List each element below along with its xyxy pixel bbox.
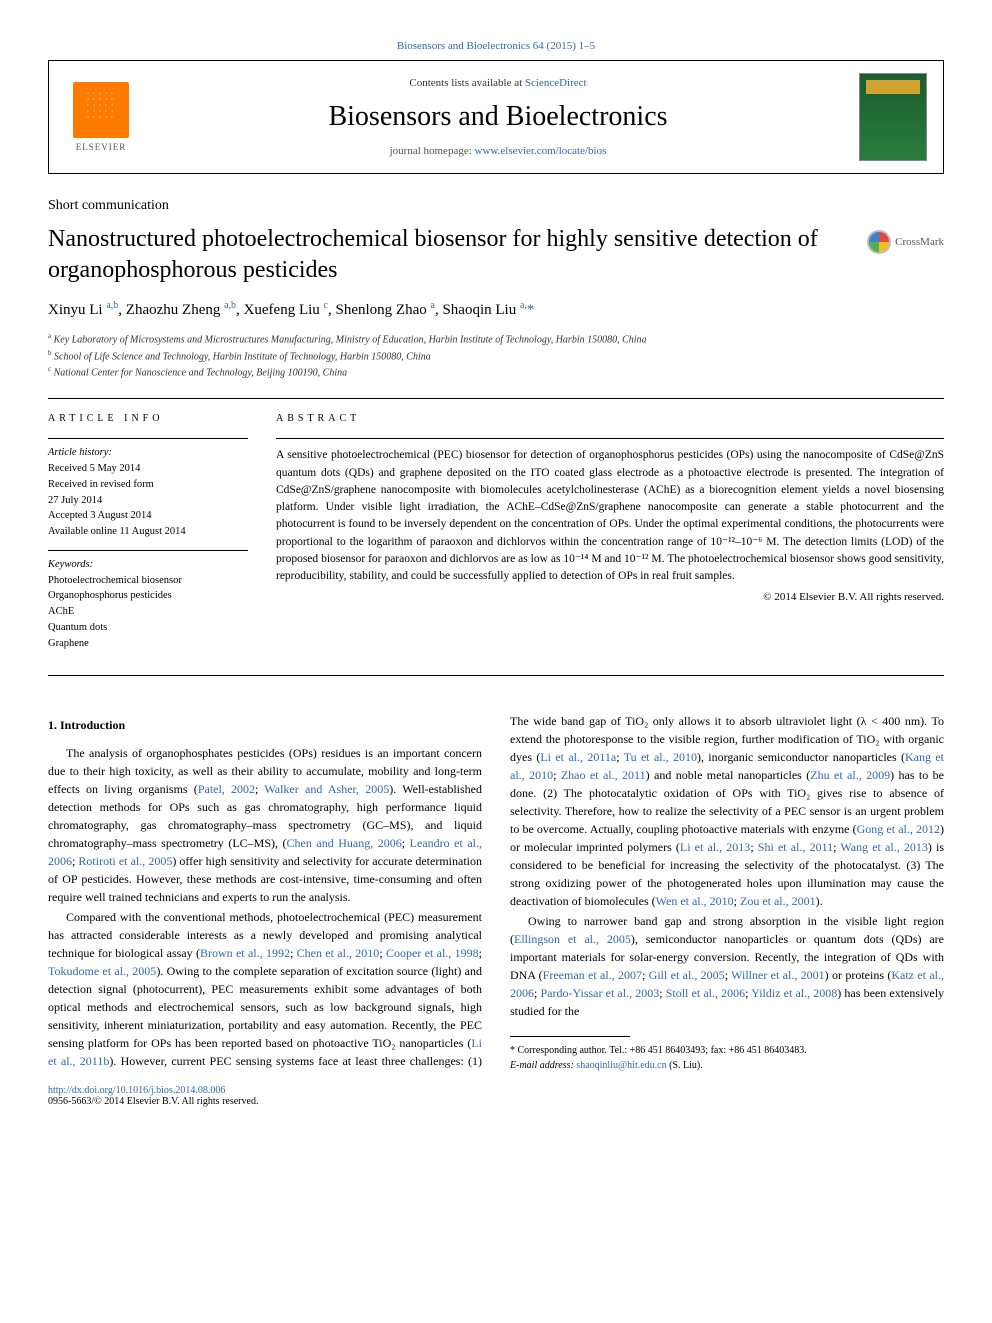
citation-link[interactable]: Wen et al., 2010	[656, 894, 734, 908]
journal-cover-thumbnail	[859, 73, 927, 161]
citation-link[interactable]: Chen et al., 2010	[297, 946, 380, 960]
citation-link[interactable]: Tu et al., 2010	[624, 750, 697, 764]
keyword: Quantum dots	[48, 620, 248, 636]
citation-link[interactable]: Chen and Huang, 2006	[287, 836, 402, 850]
citation-link[interactable]: Walker and Asher, 2005	[264, 782, 389, 796]
abstract-column: abstract A sensitive photoelectrochemica…	[276, 413, 944, 661]
citation-link[interactable]: Gong et al., 2012	[857, 822, 940, 836]
citation-link[interactable]: Li et al., 2013	[680, 840, 750, 854]
citation-link[interactable]: Shi et al., 2011	[758, 840, 833, 854]
history-line: 27 July 2014	[48, 493, 248, 509]
issn-copyright: 0956-5663/© 2014 Elsevier B.V. All right…	[48, 1096, 258, 1107]
abstract-heading: abstract	[276, 413, 944, 424]
history-line: Available online 11 August 2014	[48, 524, 248, 540]
paragraph: Owing to narrower band gap and strong ab…	[510, 912, 944, 1020]
elsevier-tree-icon	[73, 82, 129, 138]
citation-link[interactable]: Cooper et al., 1998	[386, 946, 479, 960]
citation-link[interactable]: Zou et al., 2001	[740, 894, 816, 908]
contents-line: Contents lists available at ScienceDirec…	[137, 77, 859, 89]
publisher-name: ELSEVIER	[76, 142, 127, 152]
divider	[48, 675, 944, 676]
citation-link[interactable]: Li et al., 2011a	[540, 750, 616, 764]
keyword: Graphene	[48, 636, 248, 652]
citation-link[interactable]: Brown et al., 1992	[200, 946, 290, 960]
crossmark-badge[interactable]: CrossMark	[867, 230, 944, 254]
affiliations: a Key Laboratory of Microsystems and Mic…	[48, 331, 944, 380]
body-text: 1. Introduction The analysis of organoph…	[48, 712, 944, 1073]
corresponding-line: * Corresponding author. Tel.: +86 451 86…	[510, 1043, 944, 1058]
article-type: Short communication	[48, 198, 944, 214]
article-info-column: article info Article history: Received 5…	[48, 413, 248, 661]
citation-link[interactable]: Ellingson et al., 2005	[514, 932, 631, 946]
citation-link[interactable]: Rotiroti et al., 2005	[78, 854, 172, 868]
elsevier-logo: ELSEVIER	[65, 77, 137, 157]
citation-link[interactable]: Willner et al., 2001	[731, 968, 825, 982]
citation-link[interactable]: Zhu et al., 2009	[810, 768, 890, 782]
crossmark-label: CrossMark	[895, 236, 944, 248]
email-suffix: (S. Liu).	[667, 1060, 703, 1071]
citation-link[interactable]: Freeman et al., 2007	[543, 968, 642, 982]
homepage-line: journal homepage: www.elsevier.com/locat…	[137, 145, 859, 157]
doi-link[interactable]: http://dx.doi.org/10.1016/j.bios.2014.08…	[48, 1085, 225, 1096]
crossmark-icon	[867, 230, 891, 254]
keyword: Photoelectrochemical biosensor	[48, 573, 248, 589]
citation-link[interactable]: Gill et al., 2005	[649, 968, 725, 982]
authors-list: Xinyu Li a,b, Zhaozhu Zheng a,b, Xuefeng…	[48, 300, 944, 319]
corresponding-author: * Corresponding author. Tel.: +86 451 86…	[510, 1043, 944, 1073]
citation-link[interactable]: Wang et al., 2013	[840, 840, 927, 854]
homepage-prefix: journal homepage:	[390, 145, 475, 157]
article-history: Article history: Received 5 May 2014Rece…	[48, 438, 248, 540]
email-label: E-mail address:	[510, 1060, 576, 1071]
contents-prefix: Contents lists available at	[409, 77, 524, 89]
abstract-text: A sensitive photoelectrochemical (PEC) b…	[276, 438, 944, 585]
keywords-label: Keywords:	[48, 557, 248, 573]
abstract-copyright: © 2014 Elsevier B.V. All rights reserved…	[276, 591, 944, 603]
keywords-block: Keywords: Photoelectrochemical biosensor…	[48, 550, 248, 652]
citation-link[interactable]: Yildiz et al., 2008	[751, 986, 837, 1000]
journal-header: ELSEVIER Contents lists available at Sci…	[48, 60, 944, 174]
citation-link[interactable]: Stoll et al., 2006	[666, 986, 745, 1000]
history-line: Accepted 3 August 2014	[48, 508, 248, 524]
history-label: Article history:	[48, 445, 248, 461]
keyword: AChE	[48, 604, 248, 620]
citation-link[interactable]: Pardo-Yissar et al., 2003	[540, 986, 659, 1000]
divider	[48, 398, 944, 399]
citation-link[interactable]: Tokudome et al., 2005	[48, 964, 156, 978]
keyword: Organophosphorus pesticides	[48, 588, 248, 604]
journal-citation: Biosensors and Bioelectronics 64 (2015) …	[48, 40, 944, 52]
doi-footer: http://dx.doi.org/10.1016/j.bios.2014.08…	[48, 1085, 944, 1107]
homepage-link[interactable]: www.elsevier.com/locate/bios	[475, 145, 607, 157]
article-info-heading: article info	[48, 413, 248, 424]
footnote-divider	[510, 1036, 630, 1037]
journal-name: Biosensors and Bioelectronics	[137, 101, 859, 133]
citation-link[interactable]: Patel, 2002	[198, 782, 255, 796]
section-heading: 1. Introduction	[48, 716, 482, 734]
email-link[interactable]: shaoqinliu@hit.edu.cn	[576, 1060, 666, 1071]
history-line: Received 5 May 2014	[48, 461, 248, 477]
history-line: Received in revised form	[48, 477, 248, 493]
article-title: Nanostructured photoelectrochemical bios…	[48, 224, 851, 286]
paragraph: The analysis of organophosphates pestici…	[48, 744, 482, 906]
citation-link[interactable]: Zhao et al., 2011	[561, 768, 646, 782]
sciencedirect-link[interactable]: ScienceDirect	[525, 77, 587, 89]
